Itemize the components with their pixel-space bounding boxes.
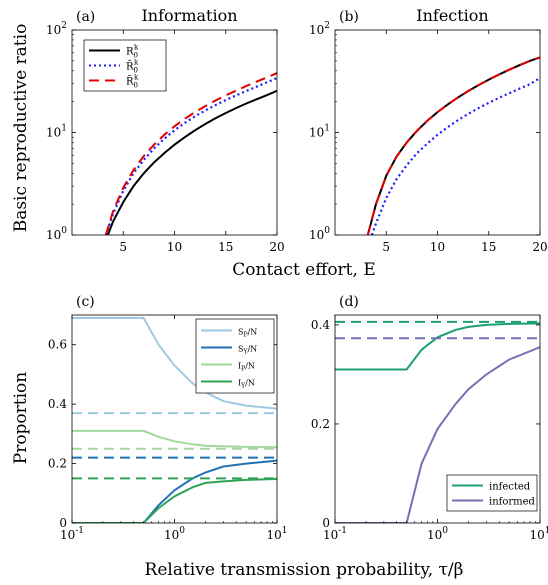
series-line xyxy=(72,431,277,447)
x-tick-label: 5 xyxy=(119,240,127,254)
legend-label: infected xyxy=(489,482,531,493)
series-group xyxy=(106,73,277,235)
legend-label: R̃0k xyxy=(126,74,139,90)
legend-box xyxy=(84,40,166,91)
x-tick-label: 100 xyxy=(427,526,448,542)
x-tick-label: 5 xyxy=(382,240,390,254)
series-line xyxy=(368,57,540,235)
series-line xyxy=(368,57,540,235)
y-tick-label: 0.2 xyxy=(48,457,67,471)
x-tick-label: 10 xyxy=(430,240,445,254)
bottom-x-axis-label: Relative transmission probability, τ/β xyxy=(145,560,464,580)
x-tick-label: 100 xyxy=(164,526,185,542)
series-line xyxy=(106,73,277,235)
y-tick-label: 0.2 xyxy=(311,417,330,431)
x-tick-label: 101 xyxy=(529,526,548,542)
panel-title: Infection xyxy=(416,6,488,25)
panel-label: (a) xyxy=(76,9,95,25)
y-tick-label: 100 xyxy=(309,226,330,242)
top-x-label-text: Contact effort, E xyxy=(232,260,375,280)
x-tick-label: 10 xyxy=(167,240,182,254)
legend-label: R0k xyxy=(126,44,139,60)
panel-label: (d) xyxy=(339,294,359,310)
panel-label: (b) xyxy=(339,9,359,25)
y-tick-label: 100 xyxy=(46,226,67,242)
panel-2: 5 10 15 20 100 101 102 (b) Infection xyxy=(309,6,548,254)
y-tick-label: 101 xyxy=(309,124,330,140)
bottom-y-axis-label: Proportion xyxy=(11,372,31,465)
series-line xyxy=(335,323,540,369)
y-tick-label: 0.4 xyxy=(311,318,330,332)
y-tick-label: 0.6 xyxy=(48,338,67,352)
series-group xyxy=(368,57,540,235)
y-tick-label: 0 xyxy=(59,516,67,530)
legend-label: informed xyxy=(489,497,536,508)
series-line xyxy=(72,479,277,523)
legend-label: R̄0k xyxy=(126,59,139,75)
y-tick-label: 102 xyxy=(309,21,330,37)
x-tick-label: 20 xyxy=(269,240,284,254)
x-tick-label: 15 xyxy=(218,240,233,254)
panel-label: (c) xyxy=(76,294,95,310)
legend: infected informed xyxy=(447,475,537,511)
y-tick-label: 102 xyxy=(46,21,67,37)
y-tick-label: 101 xyxy=(46,124,67,140)
panel-title: Information xyxy=(141,6,237,25)
legend: SP/NSY/NIP/NIY/N xyxy=(196,319,274,393)
y-tick-label: 0 xyxy=(322,516,330,530)
axes-frame xyxy=(335,30,540,235)
x-tick-label: 15 xyxy=(481,240,496,254)
panel-1: 5 10 15 20 100 101 102 (a) Information R0kR̄0kR̃0… xyxy=(46,6,285,254)
series-line xyxy=(108,91,277,235)
top-x-axis-label: Contact effort, E xyxy=(232,260,375,280)
y-tick-label: 0.4 xyxy=(48,397,67,411)
top-y-axis-label: Basic reproductive ratio xyxy=(11,24,31,233)
x-tick-label: 101 xyxy=(266,526,287,542)
series-line xyxy=(72,461,277,523)
x-tick-label: 20 xyxy=(532,240,547,254)
